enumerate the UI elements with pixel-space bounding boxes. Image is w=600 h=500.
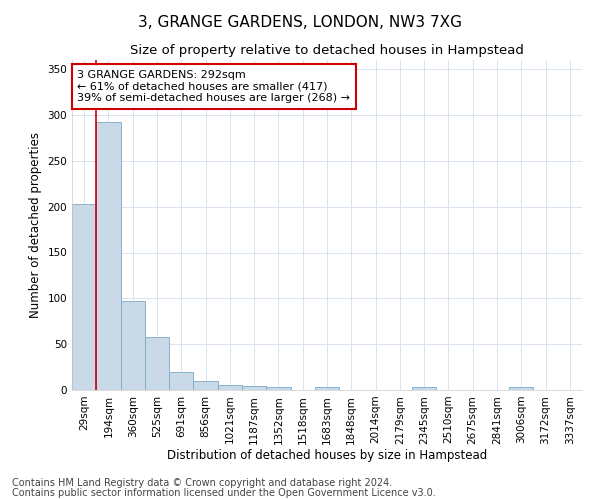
Bar xyxy=(96,122,121,390)
Bar xyxy=(266,387,290,390)
Title: Size of property relative to detached houses in Hampstead: Size of property relative to detached ho… xyxy=(130,44,524,58)
Text: Contains public sector information licensed under the Open Government Licence v3: Contains public sector information licen… xyxy=(12,488,436,498)
Bar xyxy=(72,204,96,390)
Bar xyxy=(169,372,193,390)
Bar xyxy=(193,381,218,390)
Bar xyxy=(121,301,145,390)
Bar xyxy=(145,337,169,390)
Bar xyxy=(509,387,533,390)
Text: 3, GRANGE GARDENS, LONDON, NW3 7XG: 3, GRANGE GARDENS, LONDON, NW3 7XG xyxy=(138,15,462,30)
Bar xyxy=(242,386,266,390)
Y-axis label: Number of detached properties: Number of detached properties xyxy=(29,132,42,318)
Text: Contains HM Land Registry data © Crown copyright and database right 2024.: Contains HM Land Registry data © Crown c… xyxy=(12,478,392,488)
Text: 3 GRANGE GARDENS: 292sqm
← 61% of detached houses are smaller (417)
39% of semi-: 3 GRANGE GARDENS: 292sqm ← 61% of detach… xyxy=(77,70,350,103)
Bar xyxy=(412,387,436,390)
Bar xyxy=(218,384,242,390)
X-axis label: Distribution of detached houses by size in Hampstead: Distribution of detached houses by size … xyxy=(167,449,487,462)
Bar xyxy=(315,387,339,390)
